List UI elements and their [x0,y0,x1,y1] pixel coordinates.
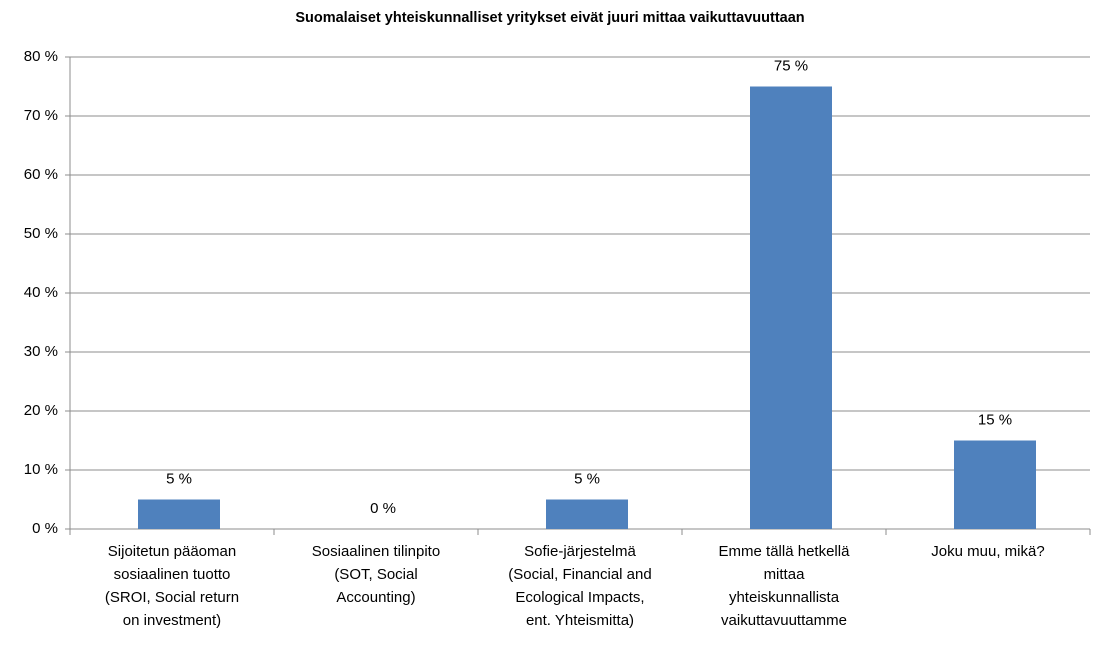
y-tick-label: 70 % [24,107,58,124]
x-tick-label: sosiaalinen tuotto [114,566,231,583]
data-label: 75 % [774,57,808,74]
bar [546,499,628,529]
bar [750,86,832,529]
y-tick-label: 50 % [24,225,58,242]
x-tick-label: Emme tällä hetkellä [719,543,851,560]
bar [138,499,220,529]
data-label: 5 % [574,470,600,487]
x-tick-label: Joku muu, mikä? [931,543,1044,560]
y-tick-label: 40 % [24,284,58,301]
x-tick-label: Accounting) [336,589,415,606]
data-label: 5 % [166,470,192,487]
x-tick-label: (Social, Financial and [508,566,651,583]
x-tick-label: Sijoitetun pääoman [108,543,236,560]
bar [954,440,1036,529]
x-tick-label: yhteiskunnallista [729,589,840,606]
x-tick-label: Sosiaalinen tilinpito [312,543,440,560]
y-tick-label: 60 % [24,166,58,183]
x-tick-label: vaikuttavuuttamme [721,612,847,629]
y-tick-label: 10 % [24,461,58,478]
x-tick-label: mittaa [764,566,806,583]
x-tick-label: (SROI, Social return [105,589,239,606]
y-tick-label: 80 % [24,48,58,65]
y-tick-label: 30 % [24,343,58,360]
data-label: 15 % [978,411,1012,428]
y-tick-label: 0 % [32,520,58,537]
x-tick-label: ent. Yhteismitta) [526,612,634,629]
chart-title: Suomalaiset yhteiskunnalliset yritykset … [295,10,804,26]
x-tick-label: Sofie-järjestelmä [524,543,636,560]
data-label: 0 % [370,500,396,517]
x-tick-label: on investment) [123,612,221,629]
y-tick-label: 20 % [24,402,58,419]
x-tick-label: Ecological Impacts, [515,589,644,606]
x-tick-label: (SOT, Social [334,566,417,583]
